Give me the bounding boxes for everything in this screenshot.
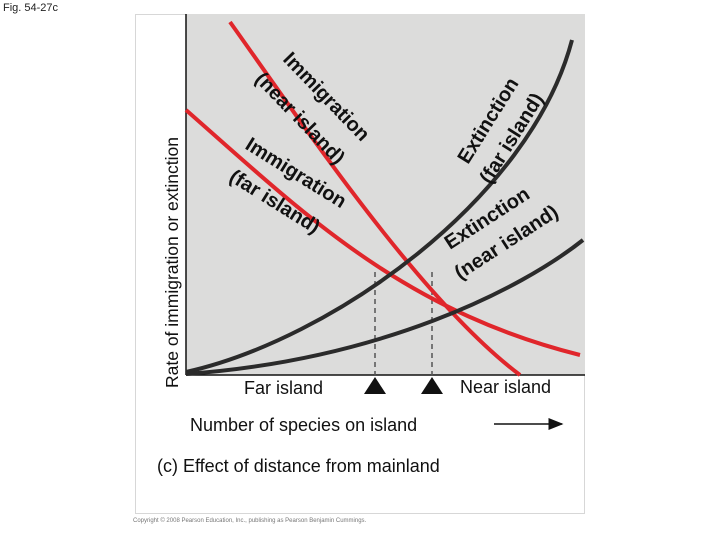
y-axis-label: Rate of immigration or extinction (162, 137, 182, 388)
plot-area (186, 14, 585, 375)
figure-caption: (c) Effect of distance from mainland (157, 456, 440, 476)
far-island-marker-icon (364, 377, 386, 394)
extinction-far-curve (185, 39, 574, 374)
figure-label: Fig. 54-27c (3, 2, 59, 14)
far-island-label: Far island (244, 378, 323, 398)
near-island-label: Near island (460, 377, 551, 397)
near-island-marker-icon (421, 377, 443, 394)
immigration-near-curve (228, 20, 522, 377)
x-axis-label: Number of species on island (190, 415, 417, 435)
immigration-far-curve (184, 108, 581, 357)
copyright-notice: Copyright © 2008 Pearson Education, Inc.… (133, 518, 367, 524)
extinction-near-curve (185, 238, 585, 376)
